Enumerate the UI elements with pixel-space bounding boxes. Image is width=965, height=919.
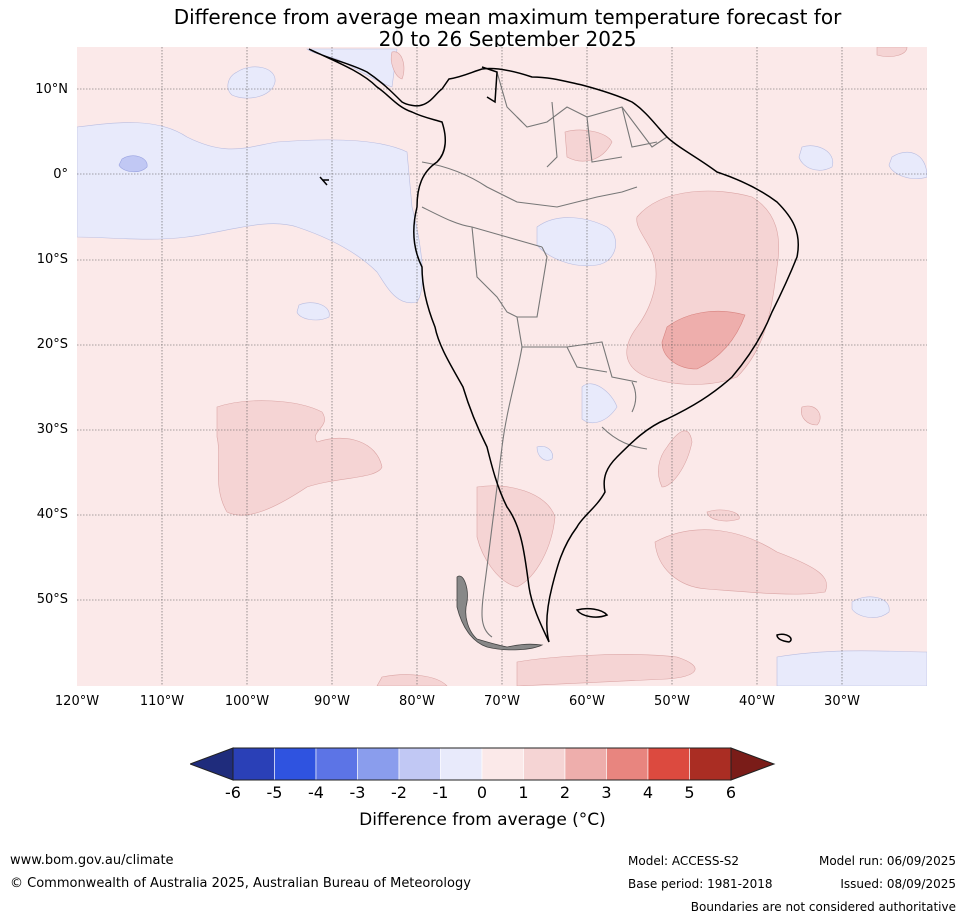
colorbar-tick-label: 5 (684, 783, 695, 802)
colorbar-extend-low (190, 747, 234, 781)
lon-label-110w: 110°W (139, 694, 185, 709)
footer-issued: Issued: 08/09/2025 (840, 877, 956, 891)
colorbar-tick-label: -4 (308, 783, 324, 802)
colorbar-segment (398, 747, 441, 781)
colorbar-segment (481, 747, 524, 781)
colorbar-tick-label: -1 (432, 783, 449, 802)
colorbar-extend-high (730, 747, 776, 781)
colorbar-tick-label: 2 (559, 783, 571, 802)
footer-disclaimer: Boundaries are not considered authoritat… (690, 900, 956, 914)
colorbar-tick-label: -3 (349, 783, 366, 802)
lon-label-60w: 60°W (569, 694, 605, 709)
colorbar-segment (564, 747, 607, 781)
colorbar-tick-label: 0 (476, 783, 488, 802)
country-borders (421, 71, 668, 638)
footer-model: Model: ACCESS-S2 (628, 854, 740, 868)
lon-label-40w: 40°W (739, 694, 775, 709)
graticule (77, 47, 927, 686)
lat-label-30s: 30°S (36, 422, 68, 437)
footer-model-run: Model run: 06/09/2025 (818, 854, 956, 868)
colorbar-segment (647, 747, 690, 781)
colorbar-title: Difference from average (°C) (359, 810, 606, 830)
footer-base-period: Base period: 1981-2018 (628, 877, 773, 891)
lon-label-80w: 80°W (399, 694, 435, 709)
map-title-line1: Difference from average mean maximum tem… (173, 5, 842, 29)
lat-label-40s: 40°S (36, 507, 68, 522)
colorbar-tick-label: -6 (225, 783, 241, 802)
colorbar-segment (440, 747, 483, 781)
lon-label-100w: 100°W (224, 694, 270, 709)
colorbar (190, 747, 776, 781)
colorbar-tick-label: 1 (518, 783, 529, 802)
footer-copyright: © Commonwealth of Australia 2025, Austra… (10, 876, 471, 891)
lat-label-0: 0° (53, 167, 68, 182)
colorbar-segment (357, 747, 400, 781)
colorbar-tick-label: 3 (601, 783, 612, 802)
lon-label-50w: 50°W (654, 694, 690, 709)
colorbar-segment (523, 747, 566, 781)
lat-label-10n: 10°N (35, 82, 68, 97)
colorbar-tick-label: -5 (266, 783, 283, 802)
map-title-line2: 20 to 26 September 2025 (378, 27, 637, 51)
colorbar-tick-label: -2 (391, 783, 407, 802)
forecast-map (77, 47, 927, 686)
colorbar-frame (232, 747, 732, 781)
colorbar-segment (274, 747, 317, 781)
lon-label-120w: 120°W (54, 694, 100, 709)
colorbar-tick-label: 6 (725, 783, 737, 802)
lat-label-10s: 10°S (36, 252, 68, 267)
lon-label-30w: 30°W (824, 694, 860, 709)
anomaly-warm-core (661, 310, 746, 370)
footer-url: www.bom.gov.au/climate (10, 853, 174, 868)
colorbar-segment (606, 747, 649, 781)
colorbar-segment (315, 747, 358, 781)
lat-label-50s: 50°S (36, 592, 68, 607)
lon-label-70w: 70°W (484, 694, 520, 709)
southern-archipelago (456, 575, 544, 651)
lon-label-90w: 90°W (314, 694, 350, 709)
colorbar-segment (232, 747, 275, 781)
anomaly-cool-core (118, 155, 148, 173)
colorbar-tick-label: 4 (642, 783, 654, 802)
coastlines (308, 48, 799, 643)
lat-label-20s: 20°S (36, 337, 68, 352)
colorbar-segment (689, 747, 732, 781)
